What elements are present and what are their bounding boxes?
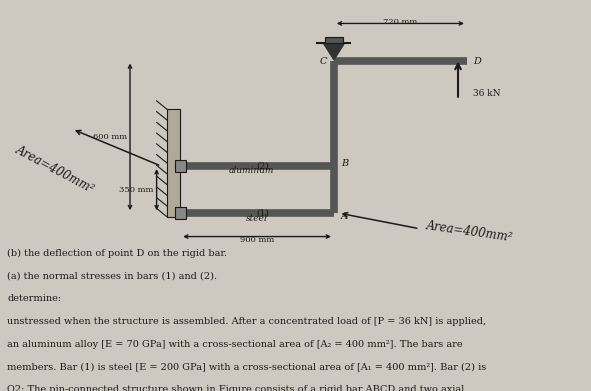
Bar bbox=[167, 109, 180, 217]
Bar bbox=[175, 160, 186, 172]
Text: A: A bbox=[341, 212, 348, 221]
Text: 720 mm: 720 mm bbox=[384, 18, 417, 25]
Polygon shape bbox=[323, 43, 345, 60]
Text: aluminum: aluminum bbox=[229, 166, 274, 175]
Text: steel: steel bbox=[246, 214, 268, 223]
Text: (2): (2) bbox=[256, 161, 269, 170]
Text: Q2: The pin-connected structure shown in Figure consists of a rigid bar ABCD and: Q2: The pin-connected structure shown in… bbox=[7, 385, 465, 391]
Text: B: B bbox=[341, 158, 348, 168]
Text: Area=400mm²: Area=400mm² bbox=[426, 219, 514, 244]
Text: C: C bbox=[319, 57, 327, 66]
Text: (b) the deflection of point D on the rigid bar.: (b) the deflection of point D on the rig… bbox=[7, 249, 227, 258]
Text: 350 mm: 350 mm bbox=[119, 186, 154, 194]
Text: unstressed when the structure is assembled. After a concentrated load of [P = 36: unstressed when the structure is assembl… bbox=[7, 317, 486, 326]
Text: an aluminum alloy [E = 70 GPa] with a cross-sectional area of [A₂ = 400 mm²]. Th: an aluminum alloy [E = 70 GPa] with a cr… bbox=[7, 340, 463, 349]
Text: Area=400mm²: Area=400mm² bbox=[13, 143, 96, 195]
Text: (1): (1) bbox=[256, 208, 269, 217]
Text: 900 mm: 900 mm bbox=[240, 236, 274, 244]
Text: determine:: determine: bbox=[7, 294, 61, 303]
Text: 600 mm: 600 mm bbox=[93, 133, 127, 141]
Bar bbox=[175, 207, 186, 219]
Text: members. Bar (1) is steel [E = 200 GPa] with a cross-sectional area of [A₁ = 400: members. Bar (1) is steel [E = 200 GPa] … bbox=[7, 362, 486, 371]
Bar bbox=[325, 37, 343, 43]
Text: (a) the normal stresses in bars (1) and (2).: (a) the normal stresses in bars (1) and … bbox=[7, 272, 217, 281]
Text: 36 kN: 36 kN bbox=[473, 89, 501, 99]
Text: D: D bbox=[473, 57, 480, 66]
